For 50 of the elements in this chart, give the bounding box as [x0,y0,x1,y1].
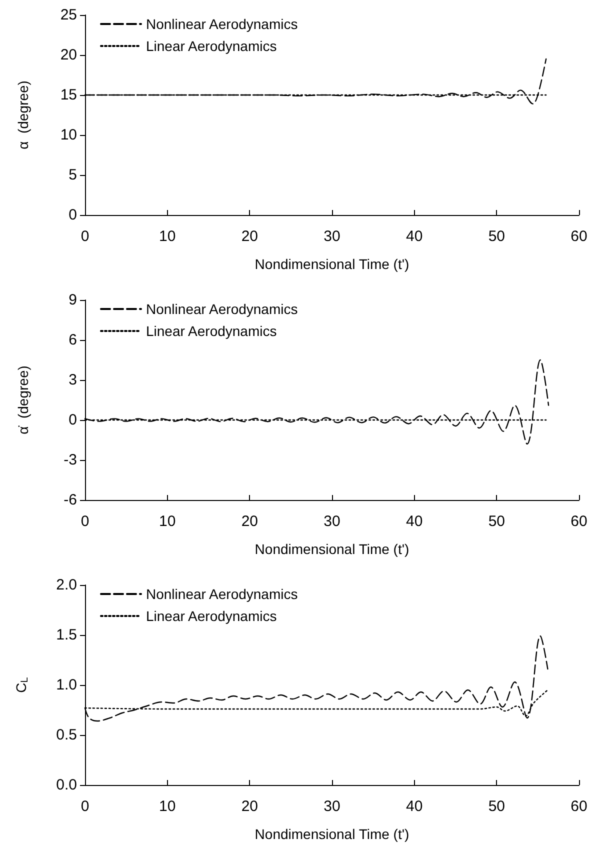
y-tick-label: 1.0 [56,676,77,694]
x-tick-label: 20 [241,513,258,530]
legend-label: Nonlinear Aerodynamics [146,301,298,317]
x-tick-label: 30 [324,798,340,815]
x-tick-label: 60 [570,513,588,530]
x-axis-title: Nondimensional Time (t') [254,826,410,842]
y-tick-label: 2.0 [56,576,77,594]
y-tick-label: 0 [68,206,77,224]
x-tick-label: 20 [241,228,258,245]
x-axis-title: Nondimensional Time (t') [254,256,410,272]
y-tick-label: 5 [68,166,77,184]
x-tick-label: 50 [488,513,506,530]
x-tick-label: 40 [406,798,423,815]
y-tick-label: 9 [68,292,77,308]
x-tick-label: 0 [80,228,90,245]
y-tick-label: 1.5 [56,626,77,644]
x-tick-label: 50 [488,228,506,245]
legend-label: Linear Aerodynamics [146,323,277,339]
y-tick-label: 25 [60,6,77,24]
x-axis-title: Nondimensional Time (t') [254,541,410,557]
legend-label: Linear Aerodynamics [146,608,277,624]
y-tick-label: 0.5 [56,726,77,744]
y-tick-label: 10 [60,126,77,144]
x-tick-label: 30 [324,228,340,245]
x-tick-label: 10 [158,798,176,815]
x-tick-label: 30 [324,513,340,530]
x-tick-label: 60 [570,798,588,815]
y-tick-label: 3 [68,372,77,388]
x-tick-label: 10 [158,228,176,245]
legend-label: Linear Aerodynamics [146,38,277,54]
y-tick-label: -3 [64,452,77,468]
y-tick-label: 0.0 [56,776,77,794]
legend-label: Nonlinear Aerodynamics [146,586,298,602]
x-tick-label: 40 [406,513,423,530]
x-tick-label: 0 [80,798,90,815]
x-tick-label: 50 [488,798,506,815]
y-tick-label: -6 [64,492,77,508]
y-axis-title: α (degree) [15,80,31,150]
y-tick-label: 6 [68,332,77,348]
x-tick-label: 0 [80,513,90,530]
y-tick-label: 0 [68,412,77,428]
y-tick-label: 20 [60,46,77,64]
legend-label: Nonlinear Aerodynamics [146,16,298,32]
x-tick-label: 60 [570,228,588,245]
y-tick-label: 15 [60,86,77,104]
x-tick-label: 20 [241,798,258,815]
y-axis-title: α̇ (degree) [15,366,31,434]
x-tick-label: 40 [406,228,423,245]
x-tick-label: 10 [158,513,176,530]
y-axis-title: CL [13,676,30,693]
